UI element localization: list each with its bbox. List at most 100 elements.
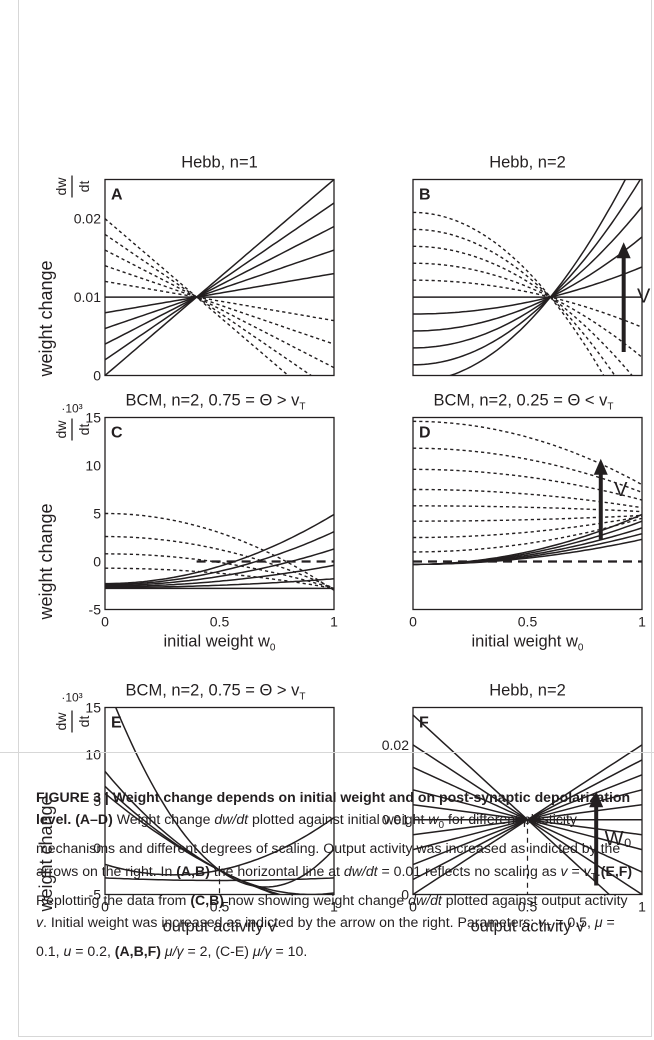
panel-C-letter: C — [111, 425, 123, 442]
panel-F-xtick: 0 — [409, 899, 417, 915]
panel-D-dotted-line — [413, 447, 642, 494]
panel-C-solid-line — [105, 578, 334, 589]
caption-text: = 10. — [275, 943, 308, 960]
panel-F-solid-line — [413, 744, 642, 895]
y-axis-label-top: weight change dw dt — [36, 175, 92, 378]
caption-math: u — [63, 943, 72, 960]
panel-A-solid-line — [105, 202, 334, 361]
panel-A-ytick: 0 — [93, 368, 101, 384]
caption-lead: FIGURE 3 | Weight change depends on init… — [36, 789, 631, 828]
panel-C-solid-line — [105, 548, 334, 587]
panel-E-xtick: 0 — [101, 899, 109, 915]
caption-sub: T — [545, 922, 552, 934]
caption-sub: 0 — [438, 820, 445, 832]
caption-text: now showing weight change — [227, 891, 405, 908]
y-axis-label-top-denominator: dt — [76, 181, 92, 193]
caption-text: = 0.2, — [75, 943, 111, 960]
panel-F-arrow-head — [589, 791, 604, 808]
panel-B-frame — [412, 178, 643, 377]
panel-E-ytick: 10 — [85, 746, 101, 762]
panel-D-title: BCM, n=2, 0.25 = Θ < vT — [434, 392, 614, 413]
panel-C-solid-line — [105, 513, 334, 585]
caption-text: for different plasticity mechanisms and … — [36, 811, 621, 879]
panel-D-dotted-line — [413, 515, 642, 539]
panel-A-dotted-line — [105, 265, 334, 345]
panel-A-ytick: 0.02 — [74, 211, 101, 227]
caption-math: v — [560, 862, 568, 879]
panel-D-xtick: 0.5 — [518, 614, 538, 630]
panel-D-xtick: 1 — [638, 614, 646, 630]
panel-A-solid-line — [105, 179, 334, 376]
panel-C-xtick: 1 — [330, 614, 338, 630]
caption-ref-ad: (A–D) — [75, 811, 113, 828]
panel-D-dotted-line — [413, 488, 642, 509]
y-axis-label-mid-text: weight change — [36, 503, 56, 620]
caption-text: = 0.1, — [36, 914, 615, 960]
panel-A-letter: A — [111, 187, 123, 204]
panel-F-ytick: 0.02 — [382, 737, 409, 753]
figure-caption: FIGURE 3 | Weight change depends on init… — [36, 786, 636, 963]
panel-F-ytick: 0.01 — [382, 812, 409, 828]
caption-math: dw/dt — [214, 811, 249, 828]
panel-A-ytick: 0.01 — [74, 289, 101, 305]
y-axis-label-bottom-denominator: dt — [76, 716, 92, 728]
panel-D-dotted-line — [413, 468, 642, 501]
panel-B-solid-line — [448, 179, 627, 376]
panel-D-dotted-line — [413, 517, 642, 553]
panel-A-solid-line — [105, 225, 334, 345]
caption-text: plotted against initial weight — [252, 811, 425, 828]
panel-A-dotted-line — [105, 218, 290, 376]
panel-E-xtick: 1 — [330, 899, 338, 915]
caption-ref-ef: (E,F) — [600, 862, 633, 879]
caption-ref-cb: (C,B) — [190, 891, 225, 908]
panel-C-xtick: 0 — [101, 614, 109, 630]
panel-D-xtick: 0 — [409, 614, 417, 630]
panel-E-solid-line — [105, 792, 279, 895]
caption-text: = — [571, 862, 580, 879]
panel-B-solid-line — [413, 236, 642, 332]
panel-B-dotted-line — [413, 228, 616, 376]
panel-C-dotted-line — [105, 535, 334, 590]
panel-A-title: Hebb, n=1 — [181, 154, 258, 172]
caption-text: = 0.5, — [555, 914, 591, 931]
y-axis-label-bottom: weight change dw dt — [36, 710, 92, 913]
panel-F-letter: F — [419, 715, 429, 732]
caption-text: = 2, (C-E) — [187, 943, 249, 960]
panel-C-scale-label: ·10³ — [61, 402, 82, 416]
panel-C-xlabel: initial weight w0 — [164, 633, 276, 654]
caption-sub: T — [590, 871, 597, 883]
panel-D-letter: D — [419, 425, 431, 442]
caption-math: μ — [594, 914, 603, 931]
caption-math: v — [36, 914, 44, 931]
panel-D-solid-line — [413, 538, 642, 566]
caption-ref-ab: (A,B) — [176, 862, 210, 879]
panel-B-solid-line — [413, 206, 642, 349]
panel-C-curves — [105, 512, 334, 591]
panel-B-dotted-line — [413, 262, 642, 358]
panel-F-ytick: 0 — [401, 887, 409, 903]
panel-B-title: Hebb, n=2 — [489, 154, 566, 172]
y-axis-label-mid: weight change dw dt — [36, 418, 92, 621]
panel-E-ytick: 0 — [93, 840, 101, 856]
panel-B-dotted-line — [413, 279, 642, 328]
panel-A-dotted-line — [105, 280, 334, 322]
panel-D-xlabel: initial weight w0 — [472, 633, 584, 654]
panel-E-ytick: 5 — [93, 793, 101, 809]
panel-E-ytick: -5 — [89, 887, 102, 903]
caption-text: Replotting the data from — [36, 891, 187, 908]
caption-ref-abf: (A,B,F) — [114, 943, 161, 960]
panel-A-frame — [104, 178, 335, 377]
panel-D-dotted-line — [413, 505, 642, 513]
panel-B-arrow-head — [616, 242, 631, 259]
caption-box — [0, 752, 654, 1040]
panel-C-ytick: 5 — [93, 506, 101, 522]
panel-D-curves — [413, 420, 642, 566]
panel-A-dotted-line — [105, 249, 334, 369]
panel-F-xtick: 0.5 — [518, 899, 538, 915]
panel-F-xlabel: output activity v — [471, 918, 585, 936]
panel-D-arrow-head — [593, 458, 608, 475]
caption-math: dw/dt — [408, 891, 442, 908]
caption-text: Weight change — [116, 811, 211, 828]
